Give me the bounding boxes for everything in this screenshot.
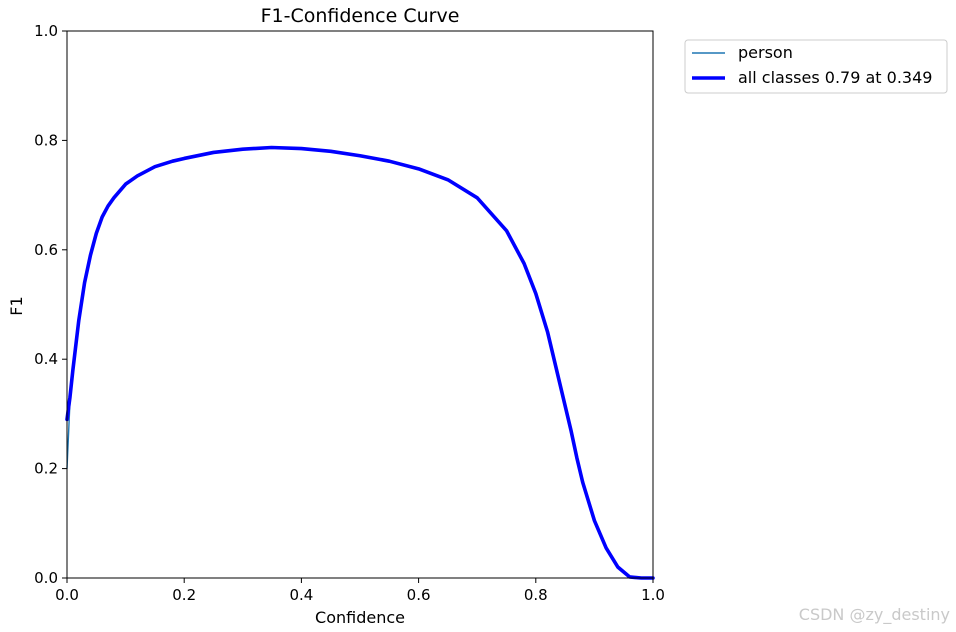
legend-label: all classes 0.79 at 0.349: [738, 68, 932, 87]
y-axis-label: F1: [7, 296, 26, 315]
plot-frame: [66, 30, 654, 579]
y-tick-label: 0.4: [34, 350, 58, 368]
legend: person all classes 0.79 at 0.349: [684, 39, 948, 94]
watermark-text: CSDN @zy_destiny: [798, 605, 950, 624]
legend-box: [684, 39, 948, 94]
x-axis-label: Confidence: [315, 608, 405, 627]
series-line-person: [66, 146, 654, 579]
x-tick-label: 0.2: [172, 586, 196, 604]
x-tick-label: 1.0: [641, 586, 665, 604]
y-tick-label: 0.0: [34, 569, 58, 587]
legend-label: person: [738, 43, 793, 62]
x-tick-label: 0.8: [524, 586, 548, 604]
x-tick-label: 0.4: [289, 586, 313, 604]
y-tick-label: 1.0: [34, 22, 58, 40]
y-tick-label: 0.2: [34, 460, 58, 478]
series-line-all-classes: [65, 145, 655, 580]
plot-area: 0.0 0.2 0.4 0.6 0.8 1.0 0.0 0.2 0.4 0.6 0.8 1.0: [34, 22, 665, 604]
x-tick-label: 0.6: [407, 586, 431, 604]
chart-title: F1-Confidence Curve: [261, 5, 460, 27]
y-tick-label: 0.6: [34, 241, 58, 259]
y-tick-label: 0.8: [34, 131, 58, 149]
x-tick-label: 0.0: [55, 586, 79, 604]
